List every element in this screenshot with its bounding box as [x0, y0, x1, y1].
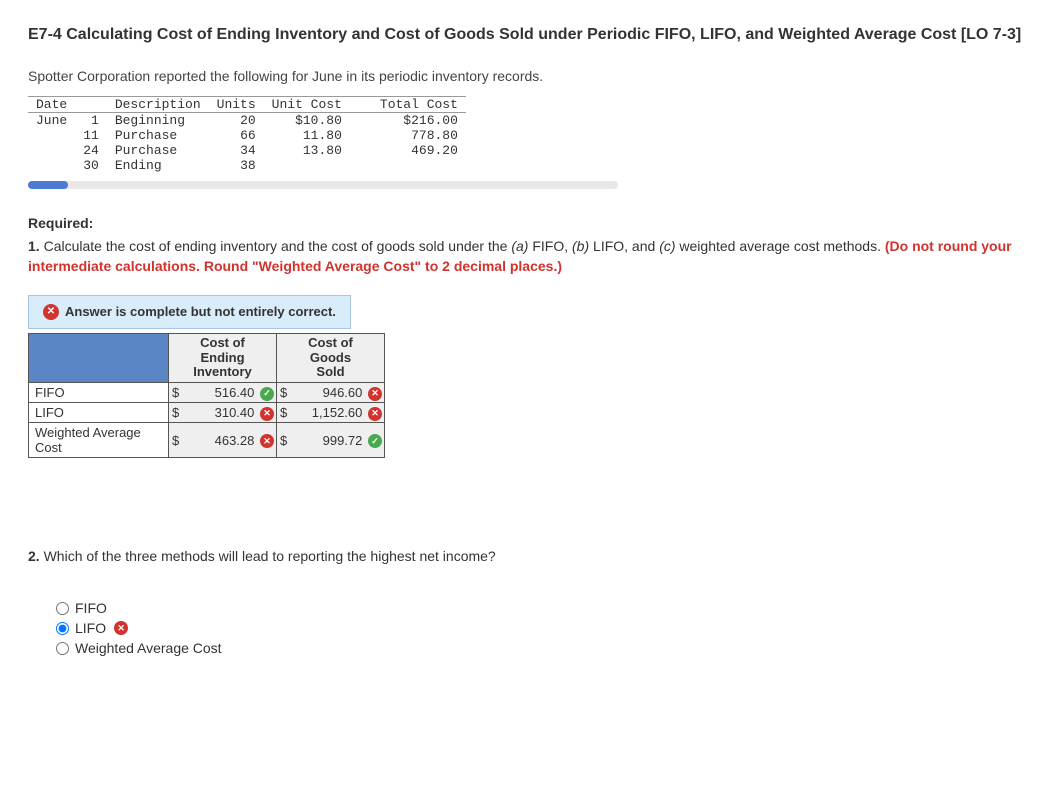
answer-status-banner: ✕ Answer is complete but not entirely co… — [28, 295, 351, 329]
col-total: Total Cost — [350, 97, 466, 113]
x-icon: ✕ — [260, 434, 274, 448]
radio-lifo[interactable]: LIFO ✕ — [56, 620, 1032, 636]
inventory-table-wrap: Date Description Units Unit Cost Total C… — [28, 96, 1032, 189]
col-date: Date — [28, 97, 107, 113]
col-cogs: Cost ofGoodsSold — [277, 333, 385, 383]
x-icon: ✕ — [114, 621, 128, 635]
banner-text: Answer is complete but not entirely corr… — [65, 304, 336, 319]
scrollbar[interactable] — [28, 181, 618, 189]
col-desc: Description — [107, 97, 209, 113]
requirement-2: 2. Which of the three methods will lead … — [28, 548, 1032, 564]
blank-header — [29, 333, 169, 383]
inventory-table: Date Description Units Unit Cost Total C… — [28, 96, 466, 173]
exercise-title: E7-4 Calculating Cost of Ending Inventor… — [28, 24, 1032, 46]
results-table: Cost ofEndingInventory Cost ofGoodsSold … — [28, 333, 385, 459]
radio-label: Weighted Average Cost — [75, 640, 222, 656]
radio-input[interactable] — [56, 602, 69, 615]
radio-fifo[interactable]: FIFO — [56, 600, 1032, 616]
radio-wac[interactable]: Weighted Average Cost — [56, 640, 1032, 656]
col-units: Units — [209, 97, 264, 113]
table-row: FIFO $ 516.40 ✓ $ 946.60 ✕ — [29, 383, 385, 403]
check-icon: ✓ — [260, 387, 274, 401]
table-row: 24 Purchase 34 13.80 469.20 — [28, 143, 466, 158]
table-row: LIFO $ 310.40 ✕ $ 1,152.60 ✕ — [29, 403, 385, 423]
intro-text: Spotter Corporation reported the followi… — [28, 68, 1032, 84]
check-icon: ✓ — [368, 434, 382, 448]
table-row: Weighted Average Cost $ 463.28 ✕ $ 999.7… — [29, 423, 385, 458]
radio-input[interactable] — [56, 622, 69, 635]
col-unitcost: Unit Cost — [264, 97, 350, 113]
x-icon: ✕ — [43, 304, 59, 320]
x-icon: ✕ — [368, 407, 382, 421]
radio-label: LIFO — [75, 620, 106, 636]
radio-group: FIFO LIFO ✕ Weighted Average Cost — [56, 600, 1032, 656]
table-row: 30 Ending 38 — [28, 158, 466, 173]
requirement-1: 1. Calculate the cost of ending inventor… — [28, 237, 1032, 276]
required-heading: Required: — [28, 215, 1032, 231]
radio-input[interactable] — [56, 642, 69, 655]
x-icon: ✕ — [368, 387, 382, 401]
radio-label: FIFO — [75, 600, 107, 616]
x-icon: ✕ — [260, 407, 274, 421]
col-ending-inv: Cost ofEndingInventory — [169, 333, 277, 383]
table-row: June 1 Beginning 20 $10.80 $216.00 — [28, 113, 466, 129]
table-row: 11 Purchase 66 11.80 778.80 — [28, 128, 466, 143]
